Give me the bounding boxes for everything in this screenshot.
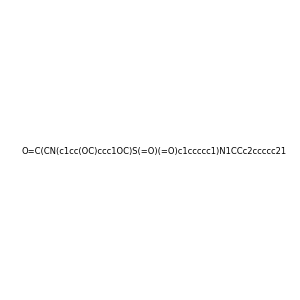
Text: O=C(CN(c1cc(OC)ccc1OC)S(=O)(=O)c1ccccc1)N1CCc2ccccc21: O=C(CN(c1cc(OC)ccc1OC)S(=O)(=O)c1ccccc1)… — [21, 147, 286, 156]
